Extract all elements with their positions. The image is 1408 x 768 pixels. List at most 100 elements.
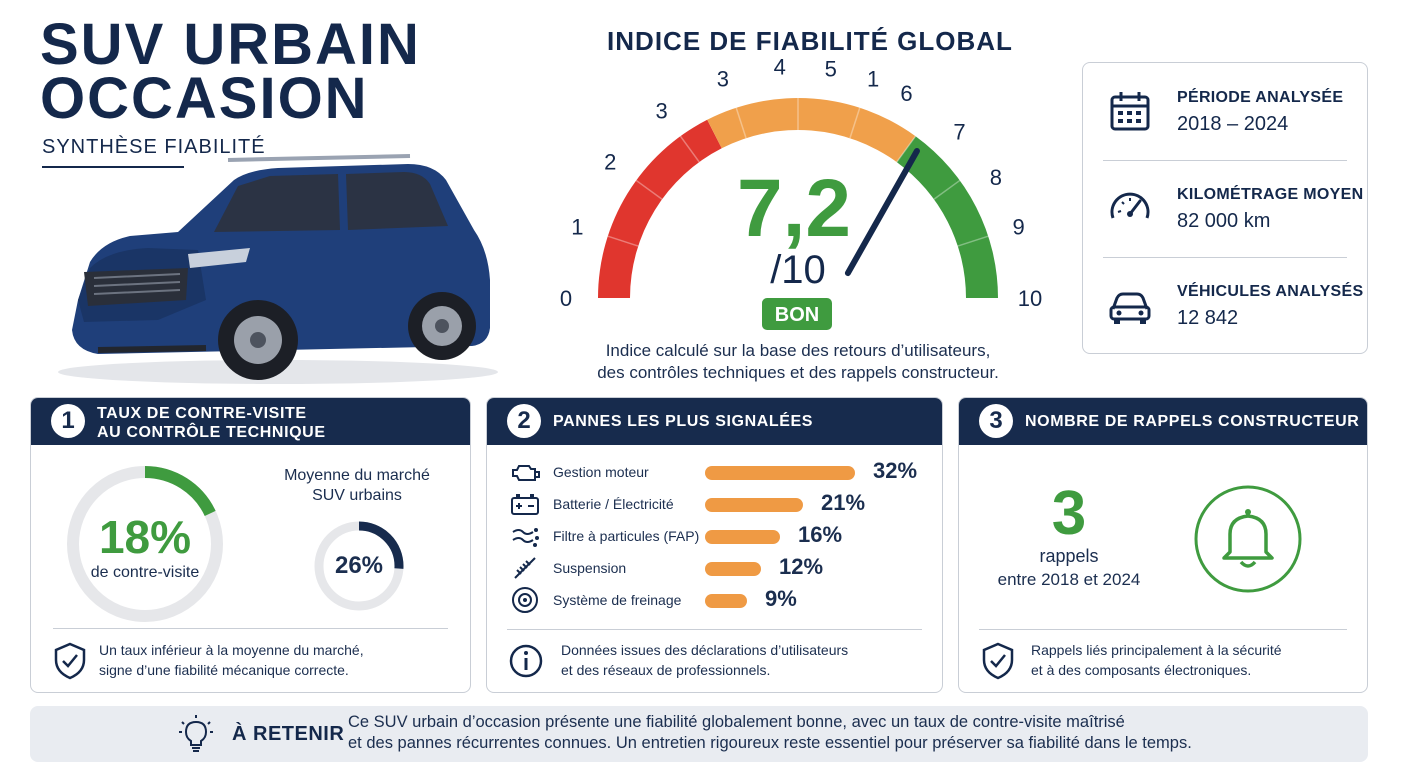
market-average-label: Moyenne du marché SUV urbains [277,466,437,506]
failure-pct: 32% [873,458,918,483]
panel-divider [53,628,448,629]
gauge-segment-divider [896,135,917,163]
panel-note: Rappels liés principalement à la sécurit… [1031,640,1282,680]
panel-note-line-1: Données issues des déclarations d’utilis… [561,642,849,658]
lightbulb-icon [179,715,213,752]
shield-check-icon [54,642,86,680]
stat-period-label: PÉRIODE ANALYSÉE [1177,89,1344,106]
panel-divider [507,629,922,630]
panel-title: NOMBRE DE RAPPELS CONSTRUCTEUR [1025,413,1360,430]
page-subtitle: SYNTHÈSE FIABILITÉ [42,136,266,158]
failure-bar-track [705,594,855,608]
gauge-segment-divider [679,135,700,163]
gauge-tick-label: 3 [656,98,668,123]
gauge-caption-line-1: Indice calculé sur la base des retours d… [605,341,991,360]
failure-pct: 9% [765,586,797,611]
failure-label: Suspension [553,560,627,576]
stat-vehicles-value: 12 842 [1177,307,1239,329]
suv-car-illustration [58,154,498,384]
panel-title-line-1: TAUX DE CONTRE-VISITE [97,405,307,422]
gauge-tick-label: 1 [867,67,879,92]
market-rate-fill [314,521,404,611]
gauge-segment-divider [607,235,639,247]
stat-vehicles-label: VÉHICULES ANALYSÉS [1177,283,1364,300]
failure-row-battery: Batterie / Électricité 21% [509,490,929,520]
failure-row-brakes: Système de freinage 9% [509,586,929,616]
gauge-tick-label: 10 [1018,286,1042,311]
failure-pct: 21% [821,490,866,515]
page-title: SUV URBAIN OCCASION [40,12,421,131]
gauge-caption-line-2: des contrôles techniques et des rappels … [597,363,999,382]
car-icon [1109,292,1151,324]
panel-note-line-2: signe d’une fiabilité mécanique correcte… [99,662,349,678]
failure-row-engine: Gestion moteur 32% [509,458,929,488]
gauge-title: INDICE DE FIABILITÉ GLOBAL [607,26,1013,56]
failure-bar [705,530,780,544]
recall-count: 3 [1051,479,1087,548]
panel-note-line-2: et des réseaux de professionnels. [561,662,771,678]
stat-mileage: KILOMÉTRAGE MOYEN 82 000 km [1083,160,1367,256]
failure-row-suspension: Suspension 12% [509,554,929,584]
gauge-tick-label: 1 [571,214,583,239]
gauge-segment-divider [735,107,747,139]
stat-vehicles: VÉHICULES ANALYSÉS 12 842 [1083,257,1367,353]
stat-mileage-label: KILOMÉTRAGE MOYEN [1177,186,1364,203]
title-line-1: SUV URBAIN [40,12,421,77]
failure-label: Gestion moteur [553,464,649,480]
failure-bar-track [705,562,855,576]
gauge-segment-divider [933,179,961,200]
market-label-line-2: SUV urbains [312,487,402,504]
inspection-rate-value: 18% [98,511,192,563]
stat-period: PÉRIODE ANALYSÉE 2018 – 2024 [1083,63,1367,159]
gauge-tick-label: 4 [774,58,786,80]
market-rate-value: 26% [334,552,384,579]
gauge-tick-label: 5 [825,58,837,81]
panel-title-line-2: AU CONTRÔLE TECHNIQUE [97,424,326,441]
failure-label: Système de freinage [553,592,682,608]
gauge-segment-divider [849,107,861,139]
inspection-rate-fill [67,466,223,622]
market-rate-ring [314,521,404,611]
market-label-line-1: Moyenne du marché [284,467,430,484]
speedometer-icon [1110,192,1150,219]
panel-header: 1 TAUX DE CONTRE-VISITE AU CONTRÔLE TECH… [31,398,470,445]
calendar-icon [1110,92,1150,131]
shield-check-icon [982,642,1014,680]
failure-bar [705,562,761,576]
panel-header: 2 PANNES LES PLUS SIGNALÉES [487,398,942,445]
inspection-rate-label: de contre-visite [90,564,200,581]
failure-bar [705,498,803,512]
takeaway-banner: À RETENIR Ce SUV urbain d’occasion prése… [30,706,1368,762]
stats-divider [1103,257,1347,258]
brake-disc-icon [512,587,538,613]
takeaway-label: À RETENIR [232,723,345,745]
failure-bar [705,466,855,480]
gauge-segment-divider [957,235,989,247]
gauge-band [896,136,998,298]
gauge-tick-label: 9 [1013,214,1025,239]
failure-bar-track [705,498,855,512]
title-line-2: OCCASION [40,66,369,131]
subtitle-divider [42,166,184,168]
gauge-score: 7,2 [737,163,851,254]
failure-pct: 12% [779,554,824,579]
gauge-scale-max: /10 [770,248,826,292]
failure-pct: 16% [798,522,843,547]
panel-number: 1 [51,404,85,438]
gauge-tick-label: 7 [953,119,965,144]
failure-row-particle-filter: Filtre à particules (FAP) 16% [509,522,929,552]
panel-number: 3 [979,404,1013,438]
gauge-band [598,119,722,298]
battery-icon [511,494,539,515]
gauge-band [707,98,916,163]
panel-inspection-rate: 1 TAUX DE CONTRE-VISITE AU CONTRÔLE TECH… [30,397,471,693]
failure-bar-track [705,466,855,480]
recall-unit: rappels [1039,546,1099,566]
takeaway-text-line-2: et des pannes récurrentes connues. Un en… [348,734,1192,752]
stat-period-value: 2018 – 2024 [1177,113,1289,135]
gauge-tick-label: 6 [900,81,912,106]
panel-title: PANNES LES PLUS SIGNALÉES [553,413,814,430]
panel-note: Données issues des déclarations d’utilis… [561,640,848,680]
takeaway-text-line-1: Ce SUV urbain d’occasion présente une fi… [348,713,1125,731]
